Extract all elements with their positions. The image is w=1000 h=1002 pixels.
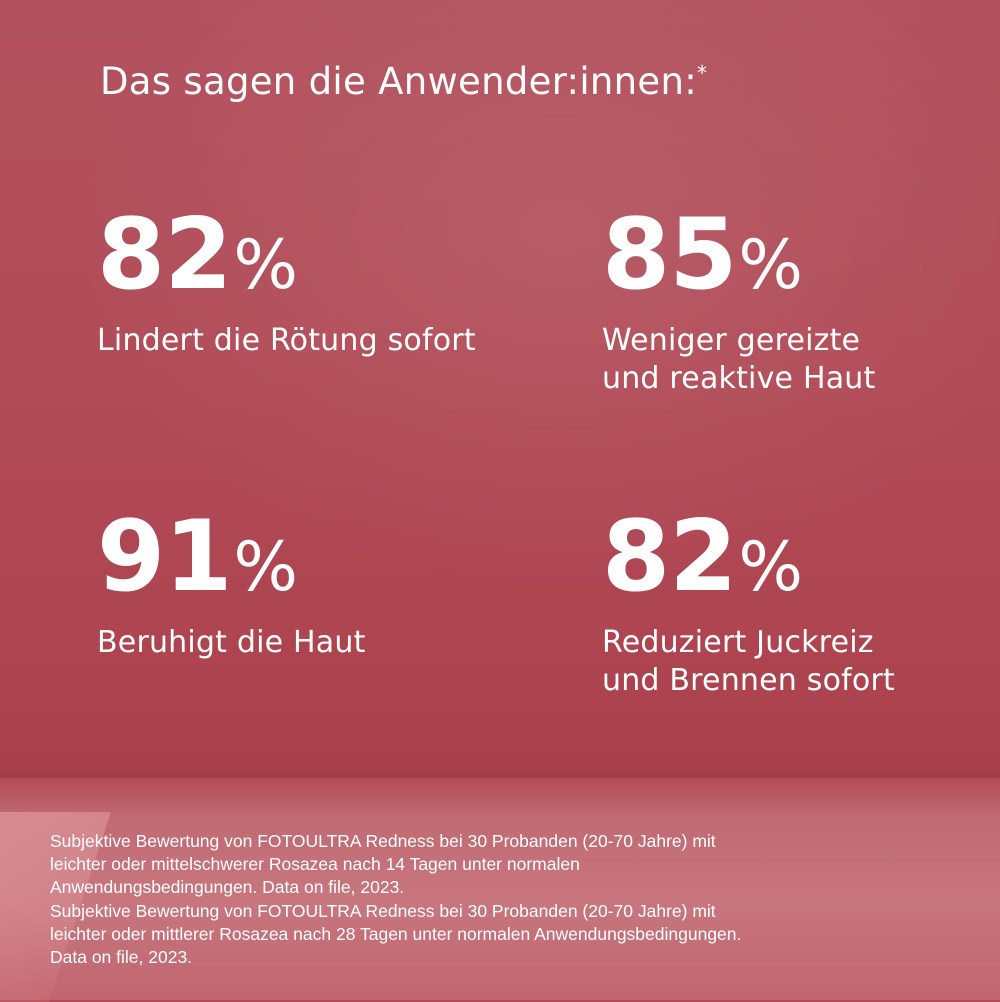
headline-footnote-marker: * — [696, 61, 708, 85]
stat-calms-skin: 91% Beruhigt die Haut — [97, 508, 366, 662]
footnote-14-days: Subjektive Bewertung von FOTOULTRA Redne… — [50, 831, 716, 898]
stat-redness-relief: 82% Lindert die Rötung sofort — [97, 206, 476, 360]
background-wall — [0, 0, 1000, 785]
stat-label: Reduziert Juckreiz und Brennen sofort — [602, 625, 895, 698]
footnotes: Subjektive Bewertung von FOTOULTRA Redne… — [50, 830, 970, 969]
stat-number: 85 — [602, 198, 737, 312]
headline: Das sagen die Anwender:innen:* — [100, 60, 707, 103]
stat-value: 82% — [97, 206, 476, 304]
headline-text: Das sagen die Anwender:innen: — [100, 60, 697, 103]
stat-percent-sign: % — [738, 528, 804, 607]
stat-number: 82 — [602, 500, 737, 614]
stat-label: Lindert die Rötung sofort — [97, 323, 476, 358]
stat-label: Weniger gereizte und reaktive Haut — [602, 323, 876, 396]
stat-value: 85% — [602, 206, 875, 304]
stat-value: 91% — [97, 508, 366, 606]
stat-percent-sign: % — [233, 528, 299, 607]
stat-value: 82% — [602, 508, 895, 606]
stat-number: 91 — [97, 500, 232, 614]
footnote-28-days: Subjektive Bewertung von FOTOULTRA Redne… — [50, 900, 742, 968]
stat-less-irritated-skin: 85% Weniger gereizte und reaktive Haut — [602, 206, 875, 398]
stat-percent-sign: % — [233, 226, 299, 305]
stat-label: Beruhigt die Haut — [97, 625, 366, 660]
stat-reduces-itching: 82% Reduziert Juckreiz und Brennen sofor… — [602, 508, 895, 700]
stat-percent-sign: % — [738, 226, 804, 305]
stat-number: 82 — [97, 198, 232, 312]
background-floor — [0, 778, 1000, 1000]
